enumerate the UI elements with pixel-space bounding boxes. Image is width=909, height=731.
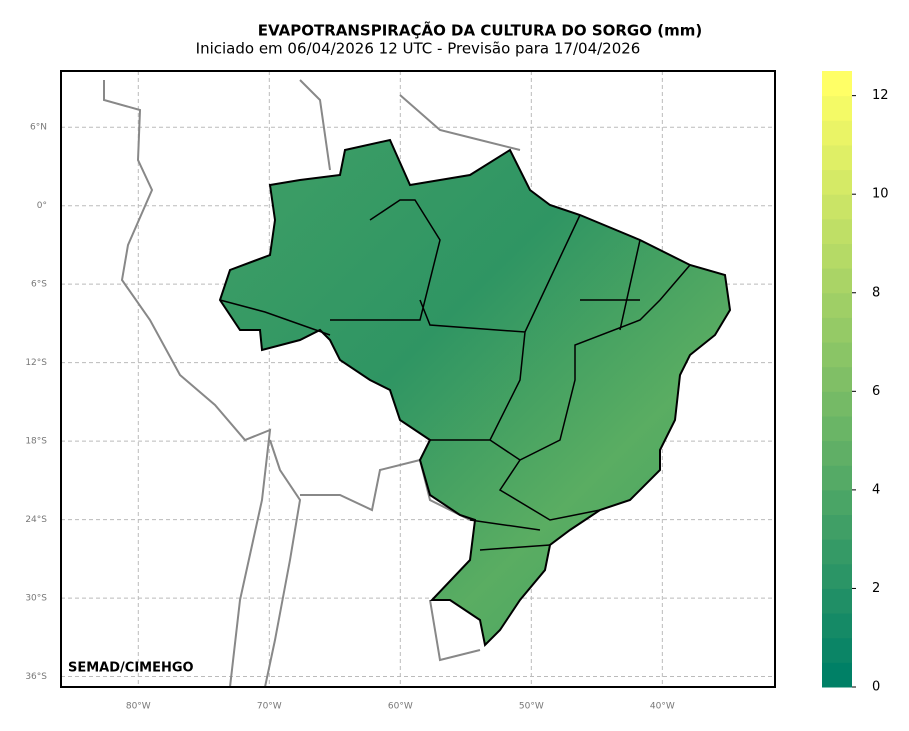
x-tick-label: 70°W bbox=[257, 702, 282, 712]
neighbor-outline bbox=[103, 79, 521, 687]
x-tick-label: 50°W bbox=[519, 702, 544, 712]
state-borders bbox=[219, 199, 691, 551]
colorbar-level bbox=[822, 489, 852, 516]
colorbar-tick-label: 12 bbox=[872, 88, 889, 103]
colorbar-level bbox=[822, 292, 852, 318]
colorbar-tick-label: 4 bbox=[872, 482, 880, 497]
colorbar-level bbox=[822, 95, 852, 121]
map-subtitle: Iniciado em 06/04/2026 12 UTC - Previsão… bbox=[196, 40, 641, 58]
colorbar-level bbox=[822, 268, 852, 294]
y-tick-label: 12°S bbox=[25, 358, 47, 368]
colorbar-level bbox=[822, 465, 852, 491]
colorbar-level bbox=[822, 144, 852, 171]
colorbar-level bbox=[822, 613, 852, 639]
colorbar-tick-label: 6 bbox=[872, 384, 880, 399]
colorbar-level bbox=[822, 662, 852, 688]
credit: SEMAD/CIMEHGO bbox=[68, 661, 194, 676]
y-tick-label: 6°S bbox=[31, 280, 47, 290]
y-tick-label: 0° bbox=[37, 201, 47, 211]
colorbar-level bbox=[822, 194, 852, 220]
y-tick-label: 6°N bbox=[30, 123, 47, 133]
colorbar-level bbox=[822, 169, 852, 195]
colorbar-level bbox=[822, 637, 852, 663]
colorbar-tick-label: 0 bbox=[872, 680, 880, 695]
map-title: EVAPOTRANSPIRAÇÃO DA CULTURA DO SORGO (m… bbox=[258, 21, 702, 40]
colorbar-level bbox=[822, 514, 852, 540]
colorbar-level bbox=[822, 71, 852, 97]
colorbar-level bbox=[822, 415, 852, 442]
colorbar-tick-label: 2 bbox=[872, 581, 880, 596]
colorbar-tick-label: 8 bbox=[872, 285, 880, 300]
colorbar-level bbox=[822, 366, 852, 392]
map-frame bbox=[60, 70, 776, 688]
y-tick-label: 18°S bbox=[25, 437, 47, 447]
colorbar-level bbox=[822, 218, 852, 244]
colorbar-level bbox=[822, 539, 852, 565]
colorbar-level bbox=[822, 317, 852, 343]
colorbar-tick-label: 10 bbox=[872, 187, 889, 202]
x-tick-label: 40°W bbox=[650, 702, 675, 712]
colorbar-level bbox=[822, 391, 852, 417]
colorbar-level bbox=[822, 440, 852, 466]
y-tick-label: 24°S bbox=[25, 515, 47, 525]
y-tick-label: 30°S bbox=[25, 594, 47, 604]
brazil-region bbox=[218, 138, 732, 648]
colorbar-level bbox=[822, 120, 852, 146]
x-tick-label: 60°W bbox=[388, 702, 413, 712]
colorbar-level bbox=[822, 243, 852, 269]
y-tick-label: 36°S bbox=[25, 672, 47, 682]
colorbar-level bbox=[822, 588, 852, 614]
x-tick-label: 80°W bbox=[126, 702, 151, 712]
colorbar-level bbox=[822, 342, 852, 368]
colorbar-level bbox=[822, 563, 852, 589]
